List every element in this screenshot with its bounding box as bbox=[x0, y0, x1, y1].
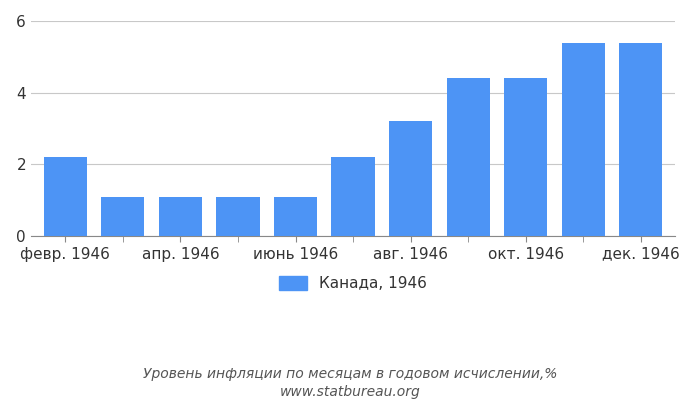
Bar bbox=[561, 42, 605, 236]
Bar bbox=[504, 78, 547, 236]
Bar bbox=[332, 157, 375, 236]
Bar bbox=[447, 78, 490, 236]
Bar bbox=[216, 197, 260, 236]
Bar bbox=[159, 197, 202, 236]
Text: Уровень инфляции по месяцам в годовом исчислении,%: Уровень инфляции по месяцам в годовом ис… bbox=[143, 367, 557, 381]
Text: www.statbureau.org: www.statbureau.org bbox=[279, 385, 421, 399]
Bar bbox=[102, 197, 144, 236]
Bar bbox=[274, 197, 317, 236]
Bar bbox=[44, 157, 87, 236]
Bar bbox=[389, 121, 432, 236]
Bar bbox=[619, 42, 662, 236]
Legend: Канада, 1946: Канада, 1946 bbox=[279, 276, 427, 291]
